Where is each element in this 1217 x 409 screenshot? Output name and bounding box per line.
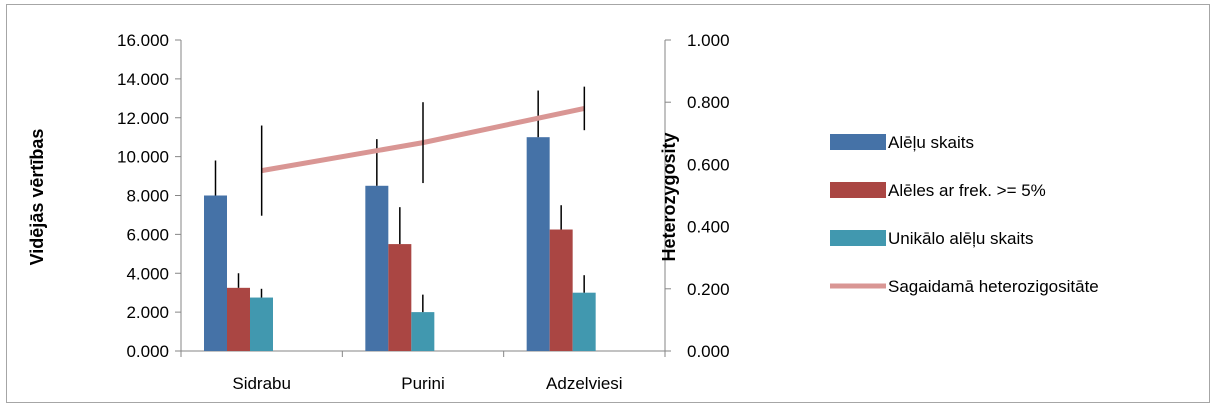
y2-tick-label: 0.400 [687,218,730,237]
legend: Alēļu skaits Alēles ar frek. >= 5% Unikālo… [830,133,1099,296]
x-tick-label: Adzelviesi [546,374,623,393]
bar [204,195,227,351]
y2-tick-label: 1.000 [687,31,730,50]
plot-area: 0.000 2.000 4.000 6.000 8.000 10.000 12.000 14.… [117,31,730,393]
x-tick-label: Purini [401,374,444,393]
bar [250,297,273,351]
legend-label: Sagaidamā heterozigositāte [888,277,1099,296]
x-tick-label: Sidrabu [232,374,291,393]
y2-tick-label: 0.600 [687,155,730,174]
y-tick-label: 4.000 [126,264,169,283]
legend-swatch [830,134,886,150]
y-tick-label: 14.000 [117,70,169,89]
bar [388,244,412,351]
bar [411,312,435,351]
legend-label: Unikālo alēļu skaits [888,229,1034,248]
y-tick-label: 0.000 [126,342,169,361]
legend-swatch [830,182,886,198]
bar [526,137,550,351]
y-tick-label: 12.000 [117,109,169,128]
y-tick-label: 16.000 [117,31,169,50]
bar [227,287,250,351]
y2-tick-label: 0.800 [687,93,730,112]
y-tick-label: 2.000 [126,303,169,322]
bar [365,185,389,351]
y2-axis-title: Heterozygosity [659,132,679,261]
y2-tick-label: 0.200 [687,280,730,299]
y-tick-label: 6.000 [126,225,169,244]
legend-swatch [830,230,886,246]
bar [572,292,596,351]
y-axis-title: Vidējās vērtības [27,129,47,266]
legend-label: Alēles ar frek. >= 5% [888,181,1046,200]
y-tick-label: 10.000 [117,148,169,167]
bar [549,229,573,351]
y2-tick-label: 0.000 [687,342,730,361]
legend-label: Alēļu skaits [888,133,974,152]
y-tick-label: 8.000 [126,187,169,206]
